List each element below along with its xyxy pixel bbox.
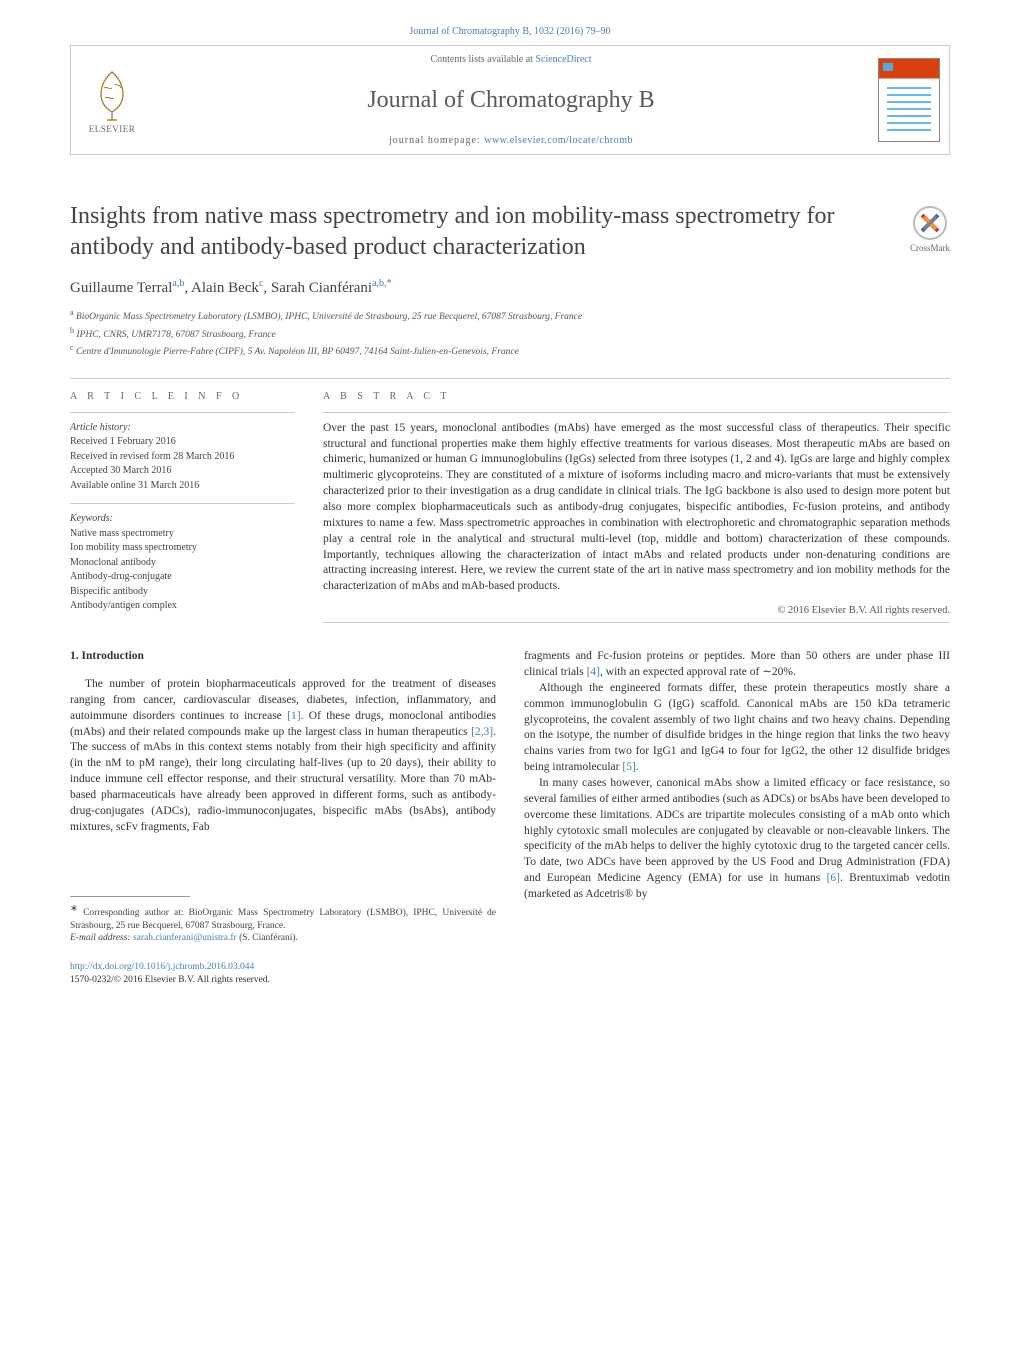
homepage-line: journal homepage: www.elsevier.com/locat… [389,135,633,146]
elsevier-logo[interactable]: ELSEVIER [71,46,153,154]
keyword-3: Antibody-drug-conjugate [70,570,295,585]
rule-top [70,378,950,379]
abstract-text: Over the past 15 years, monoclonal antib… [323,421,950,595]
p1c: . The success of mAbs in this context st… [70,726,496,833]
section-1-head: 1. Introduction [70,649,496,665]
article-info-label: a r t i c l e i n f o [70,391,295,402]
author-3-aff[interactable]: a,b, [372,278,386,289]
p3a: Although the engineered formats differ, … [524,682,950,773]
authors-line: Guillaume Terrala,b, Alain Beckc, Sarah … [70,278,950,297]
abstract-copyright: © 2016 Elsevier B.V. All rights reserved… [323,605,950,616]
journal-center: Contents lists available at ScienceDirec… [153,46,869,154]
cover-image [878,58,940,142]
sciencedirect-link[interactable]: ScienceDirect [535,54,591,65]
abstract-rule-bottom [323,622,950,623]
ref-5[interactable]: [5] [622,761,635,773]
p3b: . [636,761,639,773]
issn-copyright: 1570-0232/© 2016 Elsevier B.V. All right… [70,975,270,985]
keywords-head: Keywords: [70,512,295,527]
footnote-separator [70,896,190,897]
keyword-5: Antibody/antigen complex [70,599,295,614]
corr-email-link[interactable]: sarah.cianferani@unistra.fr [133,933,237,943]
header-citation: Journal of Chromatography B, 1032 (2016)… [70,26,950,37]
journal-cover-thumb[interactable] [869,46,949,154]
keywords-block: Keywords: Native mass spectrometry Ion m… [70,512,295,614]
journal-name: Journal of Chromatography B [367,87,654,114]
history-online: Available online 31 March 2016 [70,479,295,494]
keyword-1: Ion mobility mass spectrometry [70,541,295,556]
doi-block: http://dx.doi.org/10.1016/j.jchromb.2016… [70,961,496,987]
affiliation-c: Centre d'Immunologie Pierre-Fabre (CIPF)… [76,347,519,357]
author-3: Sarah Cianférani [271,280,372,296]
affiliations: a BioOrganic Mass Spectrometry Laborator… [70,307,950,359]
homepage-prefix: journal homepage: [389,135,484,146]
abstract-label: a b s t r a c t [323,391,950,402]
crossmark-icon [912,205,948,241]
ref-2-3[interactable]: [2,3] [471,726,493,738]
body-columns: 1. Introduction The number of protein bi… [70,649,950,987]
author-2-aff[interactable]: c [259,278,263,289]
author-1-aff[interactable]: a,b [172,278,184,289]
keyword-4: Bispecific antibody [70,585,295,600]
elsevier-logo-text: ELSEVIER [89,124,136,134]
meta-row: a r t i c l e i n f o Article history: R… [70,391,950,623]
column-left: 1. Introduction The number of protein bi… [70,649,496,987]
homepage-link[interactable]: www.elsevier.com/locate/chromb [484,135,633,146]
journal-header-box: ELSEVIER Contents lists available at Sci… [70,45,950,155]
para-3: Although the engineered formats differ, … [524,681,950,776]
affiliation-a: BioOrganic Mass Spectrometry Laboratory … [76,313,582,323]
para-2: fragments and Fc-fusion proteins or pept… [524,649,950,681]
history-head: Article history: [70,421,295,436]
keyword-0: Native mass spectrometry [70,527,295,542]
article-title: Insights from native mass spectrometry a… [70,201,890,262]
affiliation-b: IPHC, CNRS, UMR7178, 67087 Strasbourg, F… [76,330,275,340]
doi-link[interactable]: http://dx.doi.org/10.1016/j.jchromb.2016… [70,962,254,972]
abstract-rule [323,412,950,413]
contents-line: Contents lists available at ScienceDirec… [430,54,591,65]
ref-4[interactable]: [4] [587,666,600,678]
column-right: fragments and Fc-fusion proteins or pept… [524,649,950,987]
author-2: Alain Beck [191,280,259,296]
crossmark-label: CrossMark [910,243,950,253]
title-row: Insights from native mass spectrometry a… [70,201,950,262]
history-accepted: Accepted 30 March 2016 [70,464,295,479]
author-1: Guillaume Terral [70,280,172,296]
para-1: The number of protein biopharmaceuticals… [70,677,496,836]
elsevier-tree-icon [87,66,137,122]
corresponding-mark[interactable]: * [387,278,392,289]
ref-6[interactable]: [6] [827,872,840,884]
email-label: E-mail address: [70,933,133,943]
crossmark-badge[interactable]: CrossMark [910,205,950,253]
corresponding-footnote: ∗ Corresponding author at: BioOrganic Ma… [70,903,496,946]
history-received: Received 1 February 2016 [70,435,295,450]
contents-prefix: Contents lists available at [430,54,535,65]
ref-1[interactable]: [1] [287,710,300,722]
info-rule [70,412,295,413]
history-block: Article history: Received 1 February 201… [70,421,295,494]
para-4: In many cases however, canonical mAbs sh… [524,776,950,903]
abstract-col: a b s t r a c t Over the past 15 years, … [323,391,950,623]
info-rule-2 [70,503,295,504]
email-suffix: (S. Cianférani). [237,933,298,943]
history-revised: Received in revised form 28 March 2016 [70,450,295,465]
keyword-2: Monoclonal antibody [70,556,295,571]
p4a: In many cases however, canonical mAbs sh… [524,777,950,884]
corr-text: Corresponding author at: BioOrganic Mass… [70,908,496,931]
article-info-col: a r t i c l e i n f o Article history: R… [70,391,295,623]
p2b: , with an expected approval rate of ∼20%… [600,666,796,678]
